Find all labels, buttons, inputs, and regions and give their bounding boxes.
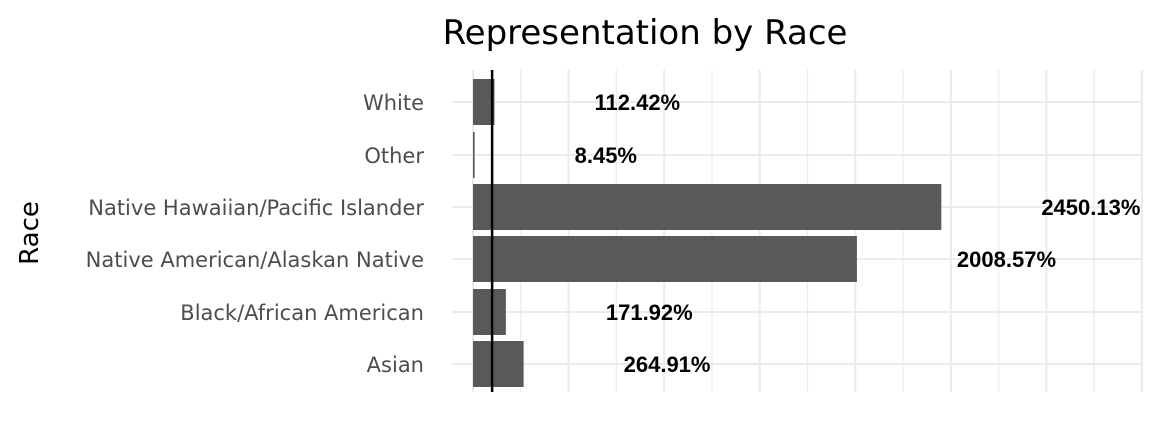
category-label: Native Hawaiian/Pacific Islander (88, 196, 424, 220)
category-label: White (363, 91, 424, 115)
bar-other (473, 132, 475, 178)
y-axis-title: Race (15, 201, 45, 265)
bar-white (473, 79, 495, 125)
chart-title: Representation by Race (443, 13, 848, 53)
value-label: 264.91% (624, 352, 711, 377)
category-label: Native American/Alaskan Native (86, 248, 424, 272)
bar-native-american-alaskan-native (473, 236, 857, 282)
value-labels: 112.42% 8.45% 2450.13% 2008.57% 171.92% 264.9… (575, 90, 1141, 377)
value-label: 2450.13% (1041, 195, 1140, 220)
category-label: Asian (367, 353, 424, 377)
value-label: 2008.57% (957, 247, 1056, 272)
bar-asian (473, 341, 524, 387)
value-label: 171.92% (606, 300, 693, 325)
bar-native-hawaiian-pacific-islander (473, 184, 942, 230)
bar-black-african-american (473, 289, 506, 335)
value-label: 8.45% (575, 143, 637, 168)
bars (473, 79, 942, 387)
grid-lines (452, 70, 1143, 392)
category-label: Other (364, 144, 424, 168)
category-label: Black/African American (180, 301, 424, 325)
category-labels: White Other Native Hawaiian/Pacific Island… (86, 91, 425, 377)
value-label: 112.42% (594, 90, 680, 115)
